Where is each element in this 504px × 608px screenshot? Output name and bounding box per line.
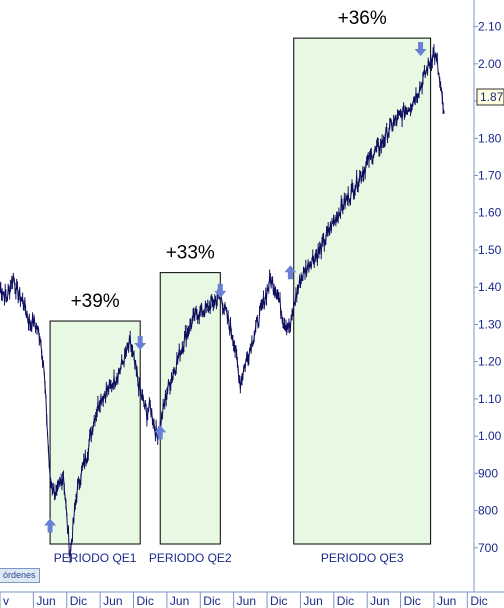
x-tick-label: Jun [237,594,256,608]
period-percentage: +36% [338,8,387,29]
x-tick-label: Jun [36,594,55,608]
last-price-label: 1.87 [480,90,504,104]
down-arrow-icon [214,283,227,298]
price-line [0,50,445,558]
y-tick-label: 1.40 [478,280,502,294]
y-tick-label: 1.80 [478,131,502,145]
y-tick-label: 700 [478,541,498,555]
period-label: PERIODO QE1 [54,551,137,565]
period-box [293,37,432,545]
y-tick-label: 1.00 [478,429,502,443]
orders-tab-label: órdenes [3,570,36,580]
period-label: PERIODO QE3 [321,551,404,565]
x-tick-label: Jun [103,594,122,608]
x-tick-label: Jun [437,594,456,608]
y-tick-label: 1.20 [478,355,502,369]
x-tick-label: Jun [303,594,322,608]
y-tick-label: 1.50 [478,243,502,257]
y-tick-label: 1.70 [478,169,502,183]
period-arrows [44,41,427,533]
x-tick-label: Dic [404,594,421,608]
period-percentage: +39% [71,291,120,312]
x-tick-label: Dic [70,594,87,608]
y-tick-label: 2.10 [478,20,502,34]
y-tick-label: 800 [478,504,498,518]
up-arrow-icon [44,518,57,533]
up-arrow-icon [284,265,297,280]
last-price-marker: 1.87 [476,88,504,106]
x-tick-label: Dic [270,594,287,608]
x-axis: v Jun Dic Jun Dic Jun Dic Jun Dic Jun Dic Jun Dic Jun… [0,592,488,608]
last-price-box [476,88,504,106]
up-arrow-icon [154,425,167,440]
down-arrow-icon [134,336,147,351]
y-tick-label: 1.60 [478,206,502,220]
y-tick-label: 900 [478,466,498,480]
price-series [0,44,445,564]
period-label: PERIODO QE2 [149,551,232,565]
orders-tab[interactable]: órdenes [0,568,40,583]
period-percentages: +39% +33% +36% [71,8,387,312]
period-box [159,272,221,545]
down-arrow-icon [414,41,427,56]
period-labels: PERIODO QE1 PERIODO QE2 PERIODO QE3 [54,551,404,565]
x-tick-label: Jun [370,594,389,608]
x-tick-label: Jun [170,594,189,608]
y-tick-label: 2.00 [478,57,502,71]
x-tick-label: v [3,594,9,608]
x-tick-label: Dic [337,594,354,608]
x-tick-label: Dic [137,594,154,608]
x-tick-label: Dic [470,594,487,608]
period-percentage: +33% [166,243,215,264]
x-tick-label: Dic [203,594,220,608]
y-tick-label: 1.30 [478,317,502,331]
y-tick-label: 1.10 [478,392,502,406]
